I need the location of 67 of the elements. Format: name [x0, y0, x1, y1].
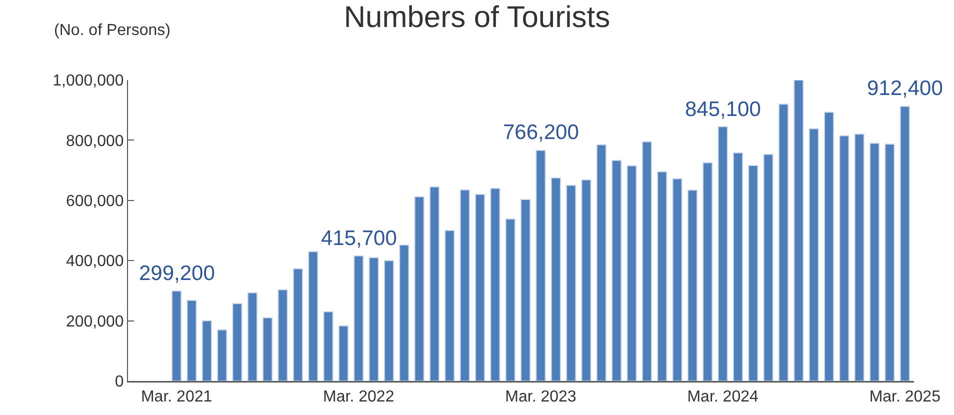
bar: [732, 152, 744, 381]
bar: [384, 260, 394, 381]
bar: [566, 184, 576, 381]
bar: [217, 329, 228, 381]
bar: [323, 311, 334, 381]
bar: [672, 178, 682, 381]
y-axis-title: (No. of Persons): [54, 22, 170, 39]
bar: [338, 325, 349, 381]
bar: [429, 186, 440, 381]
data-label: 415,700: [321, 227, 397, 250]
bar: [186, 300, 197, 381]
bar: [444, 230, 455, 381]
x-tick-label: Mar. 2023: [505, 388, 576, 406]
bar: [642, 141, 652, 381]
bar: [172, 290, 182, 381]
x-tick-label: Mar. 2024: [687, 388, 758, 406]
y-tick-label: 1,000,000: [52, 72, 124, 90]
y-tick-label: 600,000: [66, 193, 124, 210]
data-label: 299,200: [139, 262, 215, 285]
bar: [536, 150, 546, 381]
bar: [232, 303, 242, 381]
data-label: 766,200: [503, 121, 579, 144]
bar: [550, 177, 561, 381]
bar: [763, 154, 774, 381]
bar: [368, 257, 379, 381]
bar: [900, 106, 910, 381]
bar: [824, 112, 834, 381]
bar: [490, 188, 500, 381]
bar: [278, 289, 288, 381]
y-tick-label: 400,000: [66, 253, 124, 270]
bar: [808, 128, 819, 381]
data-label: 845,100: [685, 98, 761, 121]
bar: [687, 190, 698, 381]
bar: [596, 144, 606, 381]
x-tick-label: Mar. 2025: [869, 388, 941, 406]
bar: [202, 320, 212, 381]
bar: [794, 80, 804, 381]
bar: [778, 104, 789, 381]
bar: [308, 251, 318, 381]
bar: [262, 317, 273, 381]
y-tick-label: 200,000: [66, 313, 124, 330]
bar: [292, 268, 303, 381]
bar: [474, 194, 486, 381]
bar: [748, 164, 758, 381]
data-label: 912,400: [867, 77, 943, 100]
chart-title: Numbers of Tourists: [344, 1, 610, 34]
y-tick-label: 800,000: [66, 132, 124, 150]
bar: [702, 162, 713, 381]
bar: [839, 135, 850, 381]
bar: [854, 134, 864, 381]
bar: [870, 142, 880, 381]
x-tick-label: Mar. 2021: [140, 388, 212, 406]
bar: [505, 218, 516, 381]
bar: [581, 179, 592, 381]
bar: [414, 196, 424, 381]
y-tick-label: 0: [114, 374, 124, 391]
bar: [354, 255, 364, 381]
bar: [884, 144, 895, 381]
bar: [612, 160, 622, 381]
bar: [657, 171, 668, 381]
bar: [399, 244, 410, 381]
bar: [626, 165, 637, 381]
bar: [718, 126, 728, 381]
x-tick-label: Mar. 2022: [323, 388, 394, 406]
bar: [520, 199, 531, 381]
bar: [460, 189, 470, 381]
bar: [247, 292, 258, 381]
